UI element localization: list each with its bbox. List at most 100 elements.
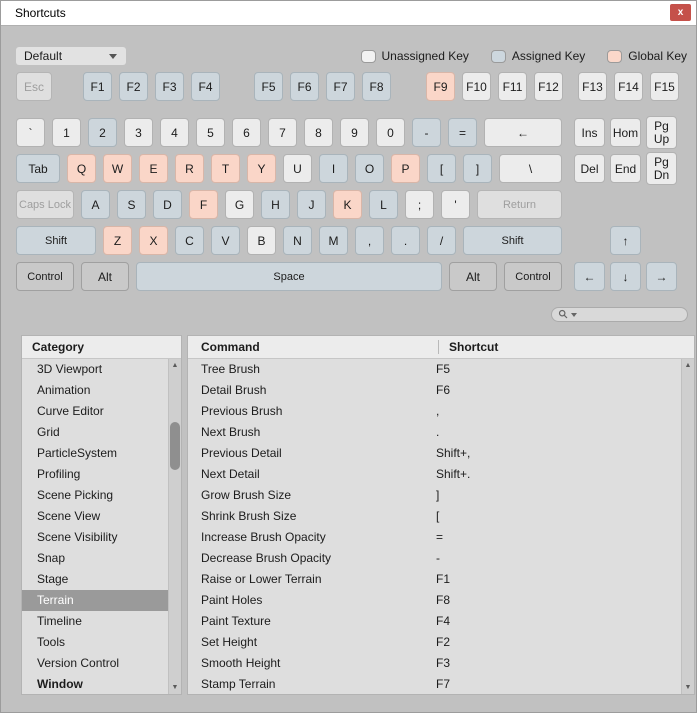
key-arrow-right[interactable]: → [646, 262, 677, 291]
key-i[interactable]: I [319, 154, 348, 183]
key-period[interactable]: . [391, 226, 420, 255]
key-f4[interactable]: F4 [191, 72, 220, 101]
key-k[interactable]: K [333, 190, 362, 219]
key-z[interactable]: Z [103, 226, 132, 255]
key-arrow-down[interactable]: ↓ [610, 262, 641, 291]
key-b[interactable]: B [247, 226, 276, 255]
key-g[interactable]: G [225, 190, 254, 219]
profile-dropdown[interactable]: Default [16, 47, 126, 65]
category-item-animation[interactable]: Animation [37, 383, 91, 397]
table-row[interactable]: Next Detail Shift+. [188, 464, 681, 485]
key-page-up[interactable]: Pg Up [646, 116, 677, 149]
key-f10[interactable]: F10 [462, 72, 491, 101]
table-row[interactable]: Increase Brush Opacity = [188, 527, 681, 548]
key-4[interactable]: 4 [160, 118, 189, 147]
table-row[interactable]: Paint Holes F8 [188, 590, 681, 611]
table-row[interactable]: Set Height F2 [188, 632, 681, 653]
key-r[interactable]: R [175, 154, 204, 183]
table-row[interactable]: Stamp Terrain F7 [188, 674, 681, 694]
table-row[interactable]: Decrease Brush Opacity - [188, 548, 681, 569]
key-semicolon[interactable]: ; [405, 190, 434, 219]
category-item-curve-editor[interactable]: Curve Editor [37, 404, 104, 418]
key-f9[interactable]: F9 [426, 72, 455, 101]
table-row[interactable]: Tree Brush F5 [188, 359, 681, 380]
key-shift-left[interactable]: Shift [16, 226, 96, 255]
key-h[interactable]: H [261, 190, 290, 219]
table-row[interactable]: Raise or Lower Terrain F1 [188, 569, 681, 590]
key-end[interactable]: End [610, 154, 641, 183]
key-x[interactable]: X [139, 226, 168, 255]
key-m[interactable]: M [319, 226, 348, 255]
key-a[interactable]: A [81, 190, 110, 219]
command-scrollbar[interactable]: ▲ ▼ [681, 359, 694, 694]
key-o[interactable]: O [355, 154, 384, 183]
key-comma[interactable]: , [355, 226, 384, 255]
key-arrow-left[interactable]: ← [574, 262, 605, 291]
category-item-scene-picking[interactable]: Scene Picking [37, 488, 114, 502]
key-j[interactable]: J [297, 190, 326, 219]
key-control-right[interactable]: Control [504, 262, 562, 291]
category-item-version-control[interactable]: Version Control [37, 656, 120, 670]
key-bracket-right[interactable]: ] [463, 154, 492, 183]
category-item-terrain[interactable]: Terrain [22, 590, 168, 611]
key-slash[interactable]: / [427, 226, 456, 255]
category-item-tools[interactable]: Tools [37, 635, 66, 649]
key-2[interactable]: 2 [88, 118, 117, 147]
key-f2[interactable]: F2 [119, 72, 148, 101]
key-arrow-up[interactable]: ↑ [610, 226, 641, 255]
key-minus[interactable]: - [412, 118, 441, 147]
table-row[interactable]: Grow Brush Size] [188, 485, 681, 506]
key-home[interactable]: Hom [610, 118, 641, 147]
key-v[interactable]: V [211, 226, 240, 255]
key-c[interactable]: C [175, 226, 204, 255]
key-page-down[interactable]: Pg Dn [646, 152, 677, 185]
category-item-window[interactable]: Window [37, 677, 83, 691]
key-9[interactable]: 9 [340, 118, 369, 147]
table-row[interactable]: Shrink Brush Size [ [188, 506, 681, 527]
key-f15[interactable]: F15 [650, 72, 679, 101]
key-esc[interactable]: Esc [16, 72, 52, 101]
key-backspace[interactable]: ← [484, 118, 562, 147]
key-p[interactable]: P [391, 154, 420, 183]
key-3[interactable]: 3 [124, 118, 153, 147]
category-scrollbar-thumb[interactable] [170, 422, 180, 470]
key-6[interactable]: 6 [232, 118, 261, 147]
key-f[interactable]: F [189, 190, 218, 219]
category-scrollbar[interactable]: ▲ ▼ [168, 359, 181, 694]
key-f8[interactable]: F8 [362, 72, 391, 101]
key-1[interactable]: 1 [52, 118, 81, 147]
key-7[interactable]: 7 [268, 118, 297, 147]
key-shift-right[interactable]: Shift [463, 226, 562, 255]
table-row[interactable]: Detail Brush F6 [188, 380, 681, 401]
key-f3[interactable]: F3 [155, 72, 184, 101]
category-item-timeline[interactable]: Timeline [37, 614, 82, 628]
key-f11[interactable]: F11 [498, 72, 527, 101]
key-f12[interactable]: F12 [534, 72, 563, 101]
key-alt-right[interactable]: Alt [449, 262, 497, 291]
category-item-3d-viewport[interactable]: 3D Viewport [37, 362, 103, 376]
table-row[interactable]: Smooth Height F3 [188, 653, 681, 674]
key-backslash[interactable]: \ [499, 154, 562, 183]
category-item-grid[interactable]: Grid [37, 425, 60, 439]
table-row[interactable]: Next Brush. [188, 422, 681, 443]
key-t[interactable]: T [211, 154, 240, 183]
table-row[interactable]: Previous Detail Shift+, [188, 443, 681, 464]
category-item-scene-visibility[interactable]: Scene Visibility [37, 530, 118, 544]
key-s[interactable]: S [117, 190, 146, 219]
key-w[interactable]: W [103, 154, 132, 183]
key-d[interactable]: D [153, 190, 182, 219]
key-q[interactable]: Q [67, 154, 96, 183]
category-item-scene-view[interactable]: Scene View [37, 509, 101, 523]
table-row[interactable]: Paint Texture F4 [188, 611, 681, 632]
key-e[interactable]: E [139, 154, 168, 183]
category-item-profiling[interactable]: Profiling [37, 467, 81, 481]
key-control-left[interactable]: Control [16, 262, 74, 291]
category-item-particlesystem[interactable]: ParticleSystem [37, 446, 118, 460]
key-return[interactable]: Return [477, 190, 562, 219]
key-quote[interactable]: ' [441, 190, 470, 219]
key-n[interactable]: N [283, 226, 312, 255]
key-5[interactable]: 5 [196, 118, 225, 147]
scroll-up-icon[interactable]: ▲ [684, 362, 692, 369]
key-tab[interactable]: Tab [16, 154, 60, 183]
key-f1[interactable]: F1 [83, 72, 112, 101]
